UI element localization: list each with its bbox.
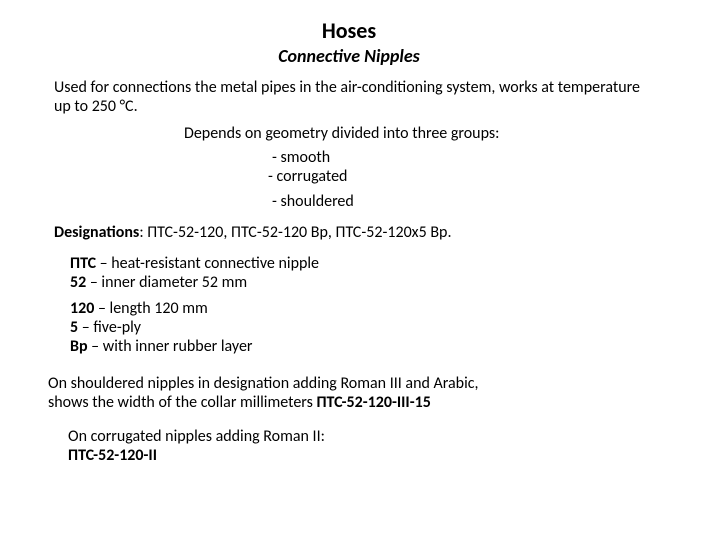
intro-text: Used for connections the metal pipes in …: [54, 78, 654, 116]
def-pts: ПТС – heat-resistant connective nipple: [70, 254, 684, 273]
designations-label: Designations: [54, 223, 139, 242]
def-120-text: – length 120 mm: [94, 299, 207, 318]
page-subtitle: Connective Nipples: [14, 46, 684, 68]
shouldered-code: ПТС-52-120-III-15: [316, 393, 430, 412]
shouldered-note: On shouldered nipples in designation add…: [48, 374, 668, 412]
designations-text: : ПТС-52-120, ПТС-52-120 Вр, ПТС-52-120х…: [139, 223, 451, 242]
def-52: 52 – inner diameter 52 mm: [70, 273, 684, 292]
def-vr: Вр – with inner rubber layer: [70, 337, 684, 356]
definitions-list: ПТС – heat-resistant connective nipple 5…: [70, 254, 684, 356]
def-5: 5 – five-ply: [70, 318, 684, 337]
def-120-term: 120: [70, 299, 94, 318]
shouldered-line2: shows the width of the collar millimeter…: [48, 393, 316, 412]
def-vr-text: – with inner rubber layer: [88, 337, 253, 356]
groups-list: - smooth - corrugated - shouldered: [272, 148, 684, 212]
def-pts-term: ПТС: [70, 254, 96, 273]
corrugated-code: ПТС-52-120-II: [68, 446, 157, 465]
document-page: Hoses Connective Nipples Used for connec…: [0, 0, 720, 540]
def-vr-term: Вр: [70, 337, 88, 356]
def-52-text: – inner diameter 52 mm: [86, 273, 247, 292]
def-52-term: 52: [70, 273, 86, 292]
def-5-text: – five-ply: [78, 318, 141, 337]
group-shouldered: - shouldered: [272, 192, 684, 211]
designations-line: Designations: ПТС-52-120, ПТС-52-120 Вр,…: [54, 223, 684, 242]
def-pts-text: – heat-resistant connective nipple: [96, 254, 319, 273]
corrugated-note: On corrugated nipples adding Roman II: П…: [68, 427, 684, 465]
page-title: Hoses: [14, 18, 684, 44]
depends-text: Depends on geometry divided into three g…: [184, 124, 684, 143]
corrugated-line: On corrugated nipples adding Roman II:: [68, 427, 325, 446]
group-smooth: - smooth: [272, 148, 684, 167]
shouldered-line1: On shouldered nipples in designation add…: [48, 374, 479, 393]
def-5-term: 5: [70, 318, 78, 337]
def-120: 120 – length 120 mm: [70, 299, 684, 318]
group-corrugated: - corrugated: [268, 167, 684, 186]
